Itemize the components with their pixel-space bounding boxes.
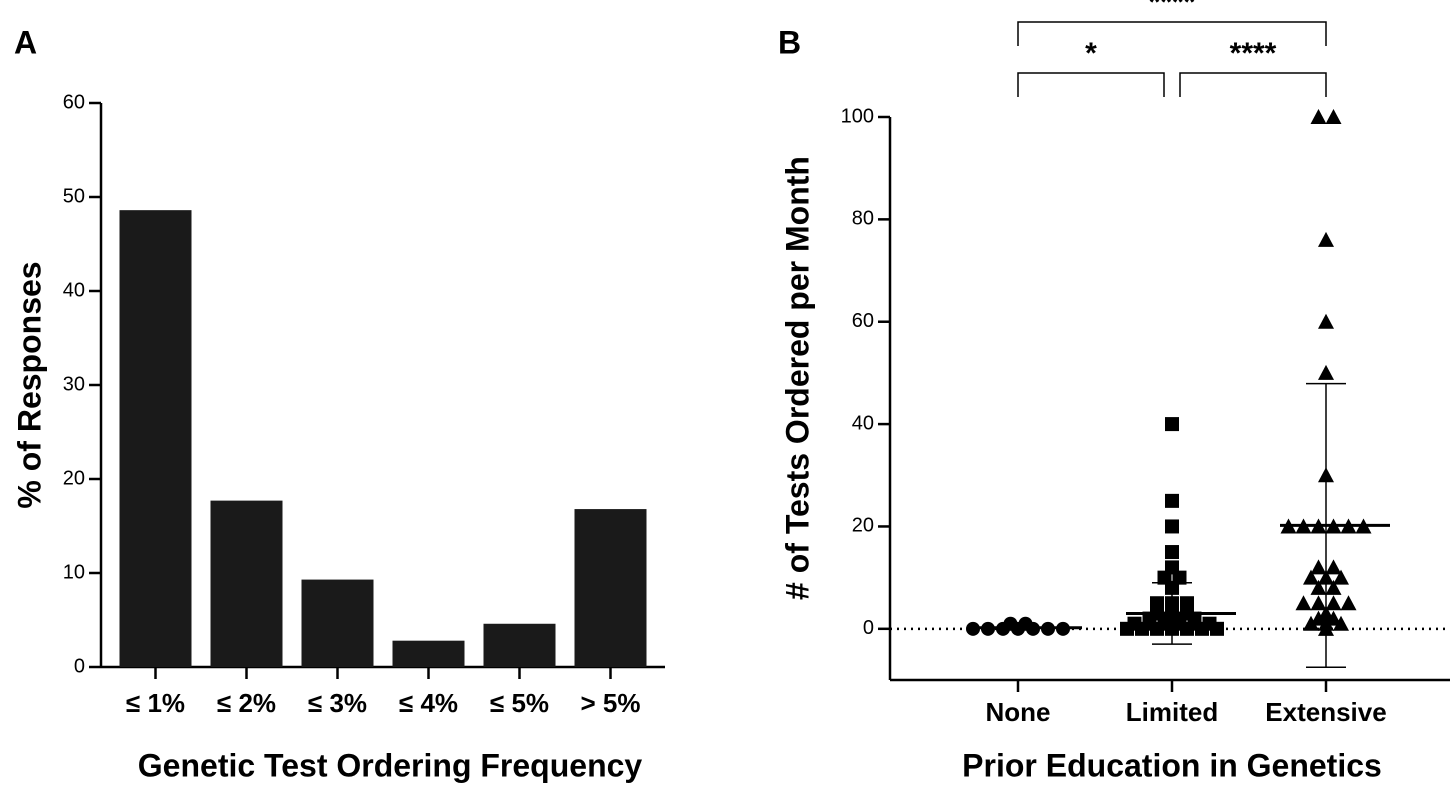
point	[1165, 519, 1179, 534]
y-tick-label: 80	[852, 208, 874, 230]
point	[1310, 595, 1327, 611]
point	[1325, 610, 1342, 626]
point	[1318, 364, 1334, 380]
bar	[210, 500, 283, 667]
point	[1310, 610, 1327, 626]
y-tick-label: 20	[852, 515, 874, 537]
y-tick-label: 50	[63, 185, 85, 207]
point	[1120, 621, 1134, 636]
point	[1325, 579, 1342, 595]
x-axis-label: Genetic Test Ordering Frequency	[138, 747, 643, 783]
bar	[392, 640, 465, 667]
x-tick-label: Extensive	[1265, 697, 1386, 727]
x-tick-label: ≤ 3%	[308, 688, 367, 718]
point	[1135, 621, 1149, 636]
point	[1310, 579, 1327, 595]
point	[1325, 559, 1342, 575]
point	[1333, 615, 1349, 631]
point	[1180, 621, 1194, 636]
y-tick-label: 0	[863, 617, 874, 639]
y-tick-label: 30	[63, 373, 85, 395]
significance-bracket	[1017, 72, 1165, 97]
point	[1310, 109, 1327, 124]
x-tick-label: ≤ 1%	[126, 688, 185, 718]
point	[1295, 595, 1312, 611]
point	[1150, 621, 1164, 636]
y-tick-label: 100	[841, 105, 874, 127]
y-tick-label: 60	[852, 310, 874, 332]
significance-bracket	[1017, 21, 1327, 46]
y-axis-label: % of Responses	[11, 261, 47, 508]
point	[1303, 569, 1319, 585]
x-tick-label: ≤ 5%	[490, 688, 549, 718]
point	[1318, 231, 1334, 247]
x-axis-label: Prior Education in Genetics	[962, 747, 1382, 783]
point	[1325, 595, 1342, 611]
point	[1165, 493, 1179, 508]
y-tick-label: 40	[852, 412, 874, 434]
point	[1210, 621, 1224, 636]
x-tick-label: ≤ 2%	[217, 688, 276, 718]
significance-label: ****	[1149, 0, 1196, 19]
y-tick-label: 40	[63, 279, 85, 301]
point	[1165, 417, 1179, 432]
y-tick-label: 10	[63, 561, 85, 583]
point	[1333, 569, 1349, 585]
bar	[301, 579, 374, 667]
point	[1310, 559, 1327, 575]
point	[1303, 615, 1319, 631]
bar	[574, 509, 647, 667]
point	[1340, 595, 1357, 611]
point	[1325, 109, 1342, 124]
panel-label: B	[778, 24, 801, 60]
point	[1318, 313, 1334, 329]
y-axis-label: # of Tests Ordered per Month	[779, 156, 815, 600]
panel-label: A	[14, 24, 37, 60]
x-tick-label: > 5%	[581, 688, 641, 718]
bar	[119, 210, 192, 667]
x-tick-label: None	[986, 697, 1051, 727]
significance-label: *	[1085, 37, 1097, 70]
x-tick-label: Limited	[1126, 697, 1218, 727]
bar	[483, 623, 556, 667]
significance-bracket	[1179, 72, 1327, 97]
y-tick-label: 0	[74, 655, 85, 677]
significance-label: ****	[1230, 37, 1277, 70]
point	[1165, 545, 1179, 560]
x-tick-label: ≤ 4%	[399, 688, 458, 718]
y-tick-label: 20	[63, 467, 85, 489]
y-tick-label: 60	[63, 91, 85, 113]
point	[1195, 621, 1209, 636]
